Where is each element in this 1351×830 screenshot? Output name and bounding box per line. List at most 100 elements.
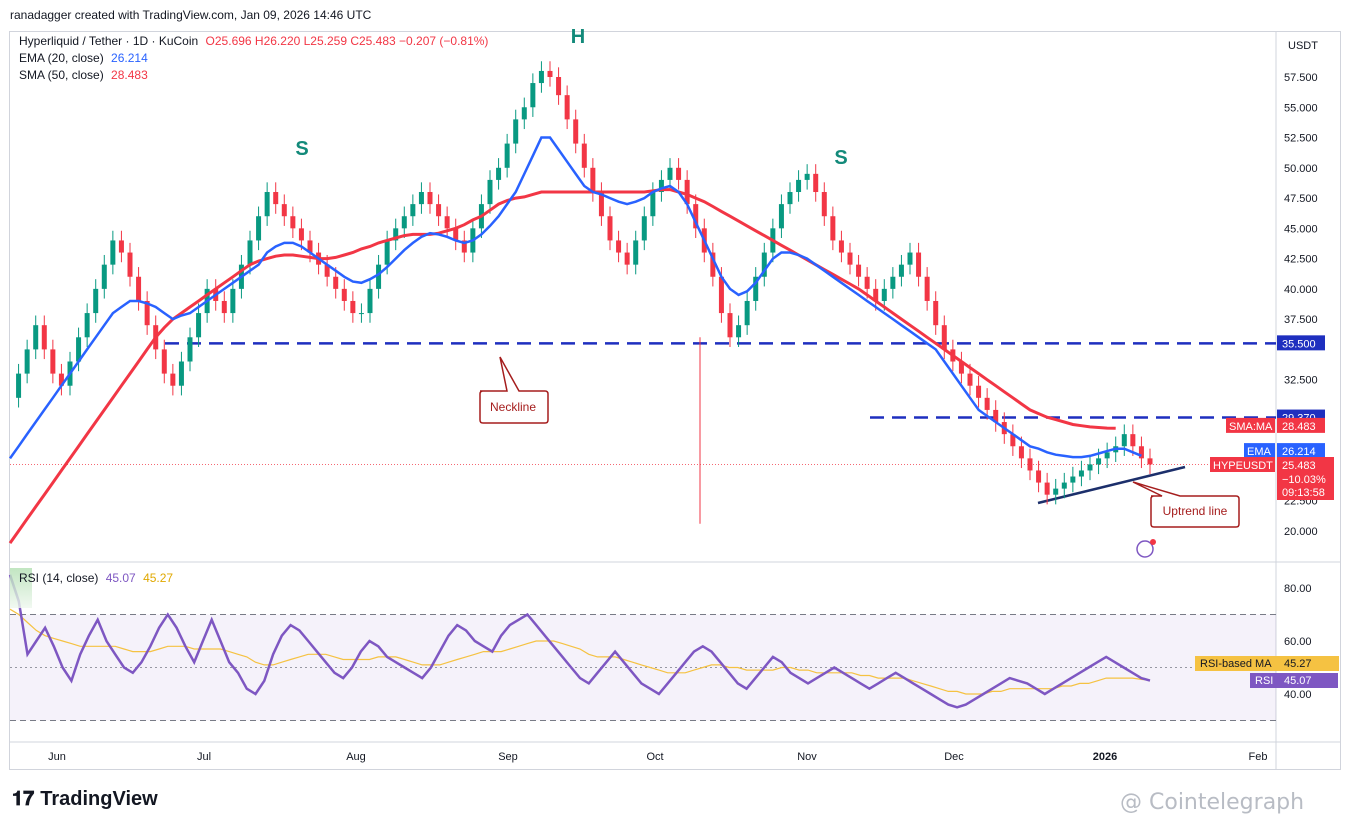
tradingview-logo[interactable]: ⁠𝟏𝟕 TradingView xyxy=(12,788,158,811)
candle-body xyxy=(1044,482,1050,495)
candle-body xyxy=(110,240,116,265)
candle-body xyxy=(744,300,750,326)
candle-body xyxy=(350,300,356,314)
candle-body xyxy=(1130,434,1136,447)
price-tick-label: 52.500 xyxy=(1284,133,1318,145)
candle-body xyxy=(290,216,296,229)
neckline-price-tag-box xyxy=(1277,335,1325,351)
candle-body xyxy=(598,192,604,217)
alert-dot-icon xyxy=(1150,539,1156,545)
candle-body xyxy=(367,288,373,314)
price-tick-label: 47.500 xyxy=(1284,193,1318,205)
candle-body xyxy=(264,192,270,217)
candle-body xyxy=(753,276,759,301)
candle-body xyxy=(538,70,544,84)
time-tick-label: Dec xyxy=(944,751,964,763)
candle-body xyxy=(444,216,450,229)
price-tick-label: 45.000 xyxy=(1284,223,1318,235)
candle-body xyxy=(864,276,870,289)
tv-mark-icon: ⁠𝟏𝟕 xyxy=(12,788,35,810)
uptrend-callout xyxy=(1132,481,1240,528)
candle-body xyxy=(530,83,536,108)
candle-body xyxy=(101,264,107,289)
ema-price-tag-label: EMA xyxy=(1247,446,1272,458)
candle-body xyxy=(650,192,656,217)
candle-body xyxy=(1121,434,1127,447)
last-price-tag-box xyxy=(1277,457,1334,472)
candle-body xyxy=(633,240,639,265)
candle-body xyxy=(376,264,382,289)
candle-body xyxy=(933,300,939,326)
candle-body xyxy=(684,179,690,205)
candle-body xyxy=(256,216,262,241)
candle-body xyxy=(358,313,364,315)
brand-name: TradingView xyxy=(40,788,158,810)
countdown: 09:13:58 xyxy=(1282,487,1325,499)
candle-body xyxy=(993,409,999,423)
candle-body xyxy=(658,179,664,193)
candle-body xyxy=(667,167,673,180)
rsi-tick-label: 40.00 xyxy=(1284,689,1312,701)
chart-frame xyxy=(9,31,1341,770)
candle-body xyxy=(1070,476,1076,483)
currency-label[interactable]: USDT xyxy=(1288,40,1318,52)
candle-body xyxy=(136,276,142,301)
candle-body xyxy=(967,373,973,386)
price-tick-label: 40.000 xyxy=(1284,284,1318,296)
candle-body xyxy=(461,240,467,253)
candle-body xyxy=(590,167,596,193)
rsi-ma-tag xyxy=(1195,656,1339,671)
candle-body xyxy=(778,204,784,229)
candle-body xyxy=(718,276,724,314)
neckline-label: Neckline xyxy=(490,400,536,414)
ema-price-tag-box xyxy=(1277,443,1325,459)
time-tick-label: Feb xyxy=(1249,751,1268,763)
candle-body xyxy=(1138,446,1144,459)
candle-body xyxy=(564,95,570,120)
candle-body xyxy=(1018,446,1024,459)
candle-body xyxy=(298,228,304,241)
candle-body xyxy=(804,173,810,180)
candle-body xyxy=(341,288,347,301)
candle-body xyxy=(307,240,313,253)
candle-body xyxy=(187,337,193,362)
candle-body xyxy=(247,240,253,265)
rsi-ma-value: 45.27 xyxy=(143,571,174,585)
candle-body xyxy=(1053,488,1059,495)
price-tick-label: 32.500 xyxy=(1284,375,1318,387)
rsi-tag-value: 45.07 xyxy=(1284,675,1312,687)
rsi-tick-label: 60.00 xyxy=(1284,636,1312,648)
rsi-tag xyxy=(1250,673,1338,688)
last-price-tag-value: 25.483 xyxy=(1282,460,1316,472)
candle-body xyxy=(624,252,630,265)
symbol-title[interactable]: Hyperliquid / Tether · 1D · KuCoin xyxy=(19,34,199,48)
candle-body xyxy=(196,313,202,338)
candle-body xyxy=(427,192,433,205)
time-tick-label: Aug xyxy=(346,751,366,763)
rsi-legend[interactable]: RSI (14, close) 45.07 45.27 xyxy=(19,571,173,585)
candle-body xyxy=(796,179,802,193)
candle-body xyxy=(401,216,407,229)
candle-body xyxy=(907,252,913,265)
candle-body xyxy=(50,349,56,374)
candle-body xyxy=(84,313,90,338)
candle-body xyxy=(436,204,442,217)
candle-body xyxy=(607,216,613,241)
sma-price-tag-label-box xyxy=(1226,417,1275,433)
rsi-line xyxy=(8,574,1151,709)
ema-legend[interactable]: EMA (20, close) 26.214 xyxy=(19,51,148,65)
candle-body xyxy=(881,288,887,301)
change-pct: −10.03% xyxy=(1282,474,1326,486)
candle-body xyxy=(573,119,579,144)
candle-body xyxy=(1061,482,1067,489)
candle-body xyxy=(581,143,587,168)
candle-body xyxy=(890,276,896,289)
right-shoulder-label: S xyxy=(834,147,847,169)
sma-line xyxy=(8,188,1116,544)
candle-body xyxy=(856,264,862,277)
candle-body xyxy=(898,264,904,277)
sma-legend[interactable]: SMA (50, close) 28.483 xyxy=(19,68,148,82)
candle-body xyxy=(838,240,844,253)
last-price-tag-label: HYPEUSDT xyxy=(1213,460,1273,472)
